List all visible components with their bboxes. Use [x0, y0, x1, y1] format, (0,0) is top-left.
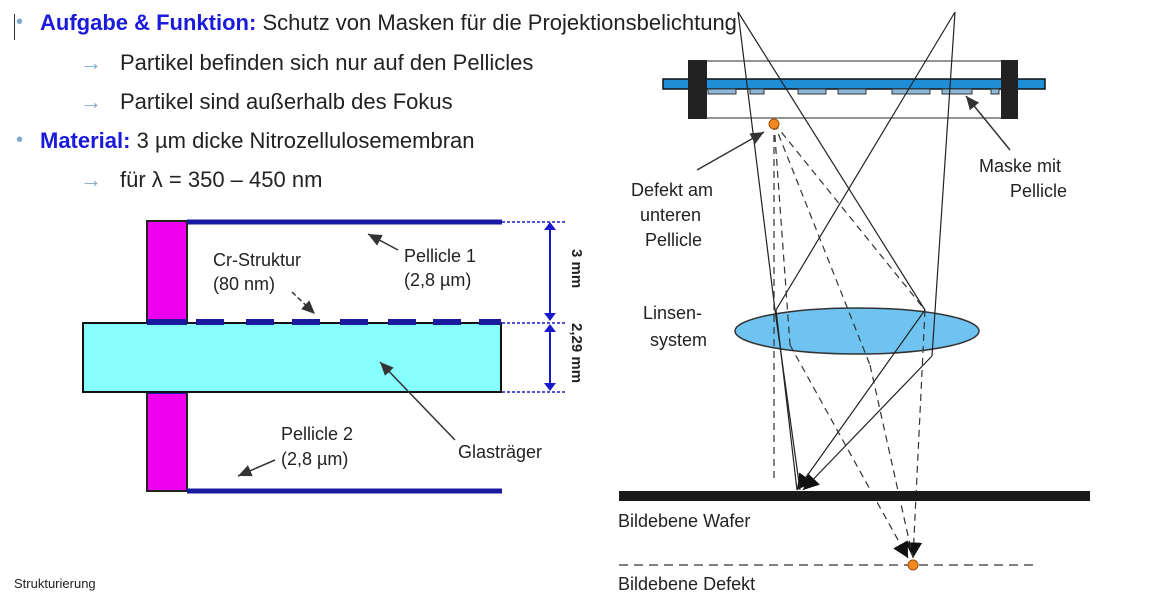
cr-label-line2: (80 nm): [213, 274, 275, 294]
defect-particle: [768, 118, 780, 130]
defect-pointer-arrow: [696, 131, 765, 171]
glass-label: Glasträger: [458, 442, 542, 462]
arrow-marker: →: [80, 50, 102, 75]
bullet-marker: •: [16, 129, 24, 151]
bullet-material-text: 3 µm dicke Nitrozellulosemembran: [136, 128, 475, 153]
glass-pointer-arrow: [379, 361, 456, 441]
cr-line: [196, 319, 224, 325]
arrow-marker: →: [80, 167, 102, 192]
bullet-marker: •: [16, 11, 24, 33]
sub-partikel-pellicles: Partikel befinden sich nur auf den Pelli…: [120, 50, 534, 75]
arrow-marker: →: [80, 89, 102, 114]
wafer-plane-label: Bildebene Wafer: [618, 511, 750, 531]
mask-plate: [662, 78, 1046, 90]
dim-229mm-label: 2,29 mm: [568, 323, 585, 383]
cr-line: [292, 319, 320, 325]
pellicle2-label-line1: Pellicle 2: [281, 424, 353, 444]
cr-line: [147, 319, 187, 325]
sub-wavelength: für λ = 350 – 450 nm: [120, 167, 323, 192]
dim-3mm-label: 3 mm: [568, 249, 585, 288]
bullet-material: Material: 3 µm dicke Nitrozellulosemembr…: [40, 128, 475, 154]
mask-pointer-arrow: [965, 95, 1011, 151]
mask-frame-left: [688, 60, 707, 119]
projection-diagram: Defekt am unteren Pellicle Maske mit Pel…: [618, 11, 1090, 594]
glass-carrier: [82, 322, 502, 393]
pellicle1-label-line1: Pellicle 1: [404, 246, 476, 266]
sub-partikel-fokus: Partikel sind außerhalb des Fokus: [120, 89, 453, 114]
lens-label-line2: system: [650, 330, 707, 350]
defect-plane-label: Bildebene Defekt: [618, 574, 755, 594]
pellicle2-label-line2: (2,8 µm): [281, 449, 348, 469]
lens-system: [734, 307, 980, 355]
lens-label-line1: Linsen-: [643, 303, 702, 323]
cr-structures: [147, 319, 501, 325]
pellicle2-pointer-arrow: [237, 459, 276, 477]
pellicle1-label-line2: (2,8 µm): [404, 270, 471, 290]
defect-image-dot: [907, 559, 919, 571]
bullet-aufgabe: Aufgabe & Funktion: Schutz von Masken fü…: [40, 10, 737, 36]
mask-cross-section: 3 mm 2,29 mm Cr-Struktur (80 nm) Pellicl…: [82, 219, 585, 494]
mask-structures: [707, 88, 1000, 95]
cr-line: [388, 319, 416, 325]
mask-frame-right: [1001, 60, 1018, 119]
cr-label-line1: Cr-Struktur: [213, 250, 301, 270]
wafer-plane: [619, 491, 1090, 501]
text-cursor: [14, 14, 15, 40]
frame-upper: [146, 220, 188, 322]
cr-line: [433, 319, 461, 325]
frame-lower: [146, 392, 188, 492]
cr-line: [479, 319, 501, 325]
mask-label-line2: Pellicle: [1010, 181, 1067, 201]
dimension-lines: [502, 221, 565, 393]
cr-line: [340, 319, 368, 325]
defect-label-line1: Defekt am: [631, 180, 713, 200]
bullet-material-key: Material:: [40, 128, 131, 153]
defect-label-line3: Pellicle: [645, 230, 702, 250]
defect-label-line2: unteren: [640, 205, 701, 225]
cr-pointer-arrow: [291, 291, 316, 315]
cr-line: [246, 319, 274, 325]
pellicle1-pointer-arrow: [367, 233, 399, 251]
mask-label-line1: Maske mit: [979, 156, 1061, 176]
bullet-aufgabe-text: Schutz von Masken für die Projektionsbel…: [262, 10, 737, 35]
slide-bullets: • Aufgabe & Funktion: Schutz von Masken …: [0, 0, 1157, 200]
footer-label: Strukturierung: [14, 576, 96, 591]
bullet-aufgabe-key: Aufgabe & Funktion:: [40, 10, 257, 35]
